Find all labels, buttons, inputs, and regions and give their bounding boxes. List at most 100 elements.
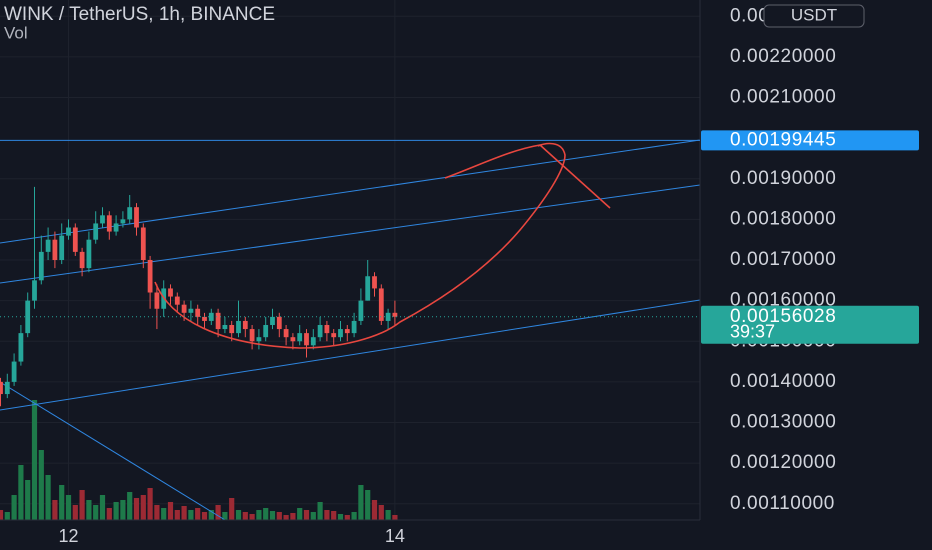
candle-body — [263, 325, 269, 338]
candle-body — [52, 239, 58, 260]
candle-body — [188, 308, 194, 313]
y-tick-label: 0.00110000 — [730, 493, 835, 514]
last-price-label: 0.00156028 — [730, 306, 836, 327]
candle-body — [236, 320, 241, 334]
hand-drawing — [154, 142, 611, 349]
candle-body — [276, 316, 282, 330]
volume-bar — [344, 515, 350, 520]
volume-bar — [222, 512, 228, 520]
volume-bar — [174, 510, 180, 520]
volume-bar — [297, 508, 303, 520]
candle-body — [86, 239, 92, 269]
candle-body — [134, 207, 139, 228]
currency-badge[interactable] — [763, 4, 865, 28]
candle-body — [181, 304, 187, 313]
candle-body — [392, 312, 398, 317]
volume-bar — [358, 485, 364, 520]
last-price-badge — [701, 305, 919, 344]
candle-body — [310, 337, 316, 346]
volume-bar — [365, 490, 371, 520]
candle-body — [45, 239, 51, 252]
volume-bar — [249, 514, 255, 520]
candle-body — [249, 329, 255, 342]
volume-bar — [303, 510, 310, 520]
volume-bar — [79, 490, 85, 520]
volume-bar — [99, 495, 106, 520]
candle-body — [38, 251, 44, 281]
volume-bar — [229, 498, 235, 520]
y-tick-label: 0.00160000 — [730, 290, 836, 311]
candle-body — [256, 337, 262, 342]
candle-body — [32, 280, 37, 301]
candle-body — [174, 296, 180, 305]
candle-body — [344, 329, 350, 334]
y-tick-label: 0.00210000 — [730, 87, 836, 108]
y-tick-label: 0.00130000 — [730, 412, 836, 433]
currency: USDT — [791, 5, 837, 24]
grid — [0, 0, 700, 520]
candle-body — [202, 316, 207, 321]
candle-body — [25, 300, 31, 334]
volume-bar — [385, 510, 391, 520]
candle-body — [127, 207, 133, 220]
candle-body — [304, 333, 309, 346]
volume-bar — [283, 515, 289, 520]
volume-bar — [11, 495, 17, 520]
candle-body — [154, 292, 160, 309]
volume-bar — [140, 495, 146, 520]
y-tick-label: 0.00140000 — [730, 371, 836, 392]
candle-body — [195, 308, 201, 317]
volume-bar — [351, 512, 357, 520]
candle-body — [59, 235, 65, 260]
candle-body — [79, 251, 85, 269]
volume-bar — [195, 508, 201, 520]
candle-body — [297, 333, 303, 342]
volume-bar — [378, 505, 384, 520]
volume-bar — [127, 492, 133, 520]
candle-body — [324, 325, 330, 334]
volume-bar — [72, 505, 78, 520]
volume-bar — [371, 500, 378, 520]
volume-bar — [337, 514, 344, 520]
candle-body — [215, 312, 221, 330]
candle-body — [120, 219, 126, 224]
volume-bar — [154, 505, 160, 520]
candle-body — [66, 227, 71, 236]
volume-bar — [215, 505, 221, 520]
candle-body — [4, 381, 10, 395]
price-line-badge — [701, 130, 919, 151]
y-tick-label: 0.00180000 — [730, 208, 836, 229]
x-tick-label: 14 — [385, 526, 405, 546]
x-tick-label: 12 — [58, 526, 78, 546]
candle-body — [351, 320, 357, 334]
volume-bar — [167, 502, 174, 520]
price-line-label: 0.00199445 — [730, 129, 836, 150]
candles — [0, 186, 398, 407]
candle-body — [378, 288, 384, 321]
candle-body — [242, 320, 248, 330]
y-tick-label: 0.00220000 — [730, 46, 836, 67]
trend-line — [0, 381, 226, 521]
candle-body — [106, 215, 112, 232]
volume — [0, 400, 398, 520]
candle-body — [168, 288, 173, 297]
candle-body — [317, 325, 323, 338]
candle-body — [283, 329, 289, 338]
volume-bar — [161, 508, 167, 520]
volume-bar — [113, 502, 119, 520]
candle-body — [208, 312, 214, 321]
volume-bar — [276, 512, 282, 520]
volume-bar — [201, 512, 208, 520]
candle-body — [358, 300, 364, 321]
volume-bar — [86, 500, 92, 520]
volume-bar — [181, 506, 187, 520]
candle-body — [365, 276, 371, 301]
volume-bar — [133, 498, 140, 520]
volume-bar — [65, 495, 72, 520]
volume-bar — [45, 475, 51, 520]
volume-label: Vol — [4, 23, 28, 42]
candle-body — [93, 223, 99, 240]
candle-body — [331, 333, 337, 338]
countdown: 39:37 — [730, 322, 775, 342]
candle-body — [222, 325, 228, 330]
